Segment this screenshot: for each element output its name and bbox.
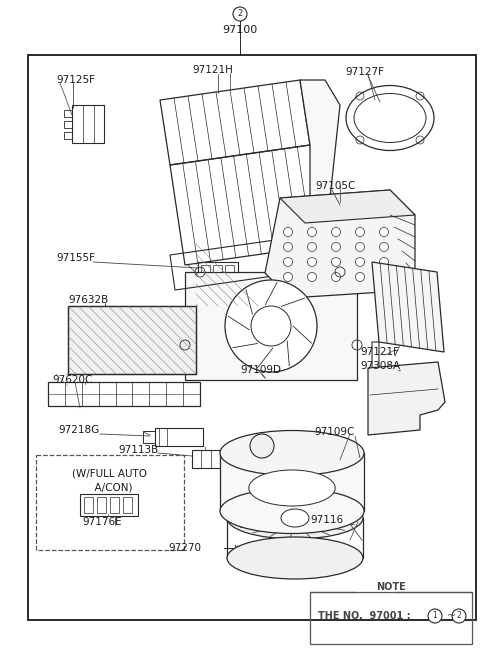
Bar [68, 306, 196, 374]
Polygon shape [300, 80, 340, 245]
Circle shape [332, 257, 340, 267]
Ellipse shape [220, 430, 364, 476]
Text: (W/FULL AUTO: (W/FULL AUTO [72, 468, 147, 478]
Text: 97620C: 97620C [52, 375, 92, 385]
Circle shape [452, 609, 466, 623]
Circle shape [380, 227, 388, 236]
Circle shape [250, 434, 274, 458]
Circle shape [308, 272, 316, 282]
Text: 97308A: 97308A [360, 361, 400, 371]
Bar [48, 382, 200, 406]
Ellipse shape [227, 497, 363, 539]
Text: 97632B: 97632B [68, 295, 108, 305]
Ellipse shape [220, 489, 364, 534]
Circle shape [428, 609, 442, 623]
Ellipse shape [227, 537, 363, 579]
Circle shape [308, 257, 316, 267]
Bar [64, 121, 72, 128]
Text: 97155F: 97155F [56, 253, 95, 263]
Text: 2: 2 [456, 612, 461, 620]
Polygon shape [280, 190, 415, 223]
Text: 97116: 97116 [310, 515, 343, 525]
Bar [36, 455, 184, 550]
Bar [64, 132, 72, 139]
Text: ~: ~ [447, 611, 456, 621]
Bar [201, 265, 210, 285]
Circle shape [380, 272, 388, 282]
Circle shape [284, 227, 292, 236]
Text: 1: 1 [432, 612, 437, 620]
Ellipse shape [281, 509, 309, 527]
Bar [64, 110, 72, 117]
Text: 97218G: 97218G [58, 425, 99, 435]
Bar [68, 306, 196, 374]
Bar [185, 272, 357, 380]
Circle shape [308, 242, 316, 252]
Circle shape [356, 242, 364, 252]
Polygon shape [265, 190, 415, 298]
Circle shape [380, 257, 388, 267]
Circle shape [356, 272, 364, 282]
Circle shape [332, 227, 340, 236]
Circle shape [380, 242, 388, 252]
Circle shape [332, 242, 340, 252]
Text: 2: 2 [238, 10, 242, 18]
Bar [97, 497, 106, 513]
Circle shape [332, 272, 340, 282]
Text: 97100: 97100 [222, 25, 258, 35]
Bar [143, 431, 155, 443]
Text: 97270: 97270 [168, 543, 201, 553]
Circle shape [284, 272, 292, 282]
Circle shape [356, 227, 364, 236]
Ellipse shape [249, 470, 335, 506]
Text: 97105C: 97105C [315, 181, 355, 191]
Circle shape [356, 257, 364, 267]
Bar [110, 497, 119, 513]
Circle shape [284, 257, 292, 267]
Circle shape [251, 306, 291, 346]
Text: NOTE: NOTE [376, 582, 406, 592]
Polygon shape [372, 262, 444, 352]
Bar [213, 265, 222, 285]
Polygon shape [368, 362, 445, 435]
Text: 97176E: 97176E [82, 517, 121, 527]
Bar [72, 105, 104, 143]
Bar [80, 494, 138, 516]
Text: 97127F: 97127F [345, 67, 384, 77]
Text: 97125F: 97125F [56, 75, 95, 85]
Text: 97113B: 97113B [118, 445, 158, 455]
Text: 97121F: 97121F [360, 347, 399, 357]
Text: A/CON): A/CON) [88, 482, 132, 492]
Bar [254, 438, 269, 454]
Bar [123, 497, 132, 513]
Text: THE NO.  97001 :: THE NO. 97001 : [318, 611, 410, 621]
Bar [225, 265, 234, 285]
Bar [198, 262, 238, 288]
Text: 97109D: 97109D [240, 365, 281, 375]
Bar [310, 592, 472, 644]
Bar [84, 497, 93, 513]
Circle shape [284, 242, 292, 252]
Circle shape [225, 280, 317, 372]
Bar [220, 453, 364, 511]
Text: 97121H: 97121H [192, 65, 233, 75]
Bar [192, 450, 220, 468]
Bar [155, 428, 203, 446]
Circle shape [233, 7, 247, 21]
Text: 97109C: 97109C [314, 427, 354, 437]
Bar [28, 55, 476, 620]
Circle shape [308, 227, 316, 236]
